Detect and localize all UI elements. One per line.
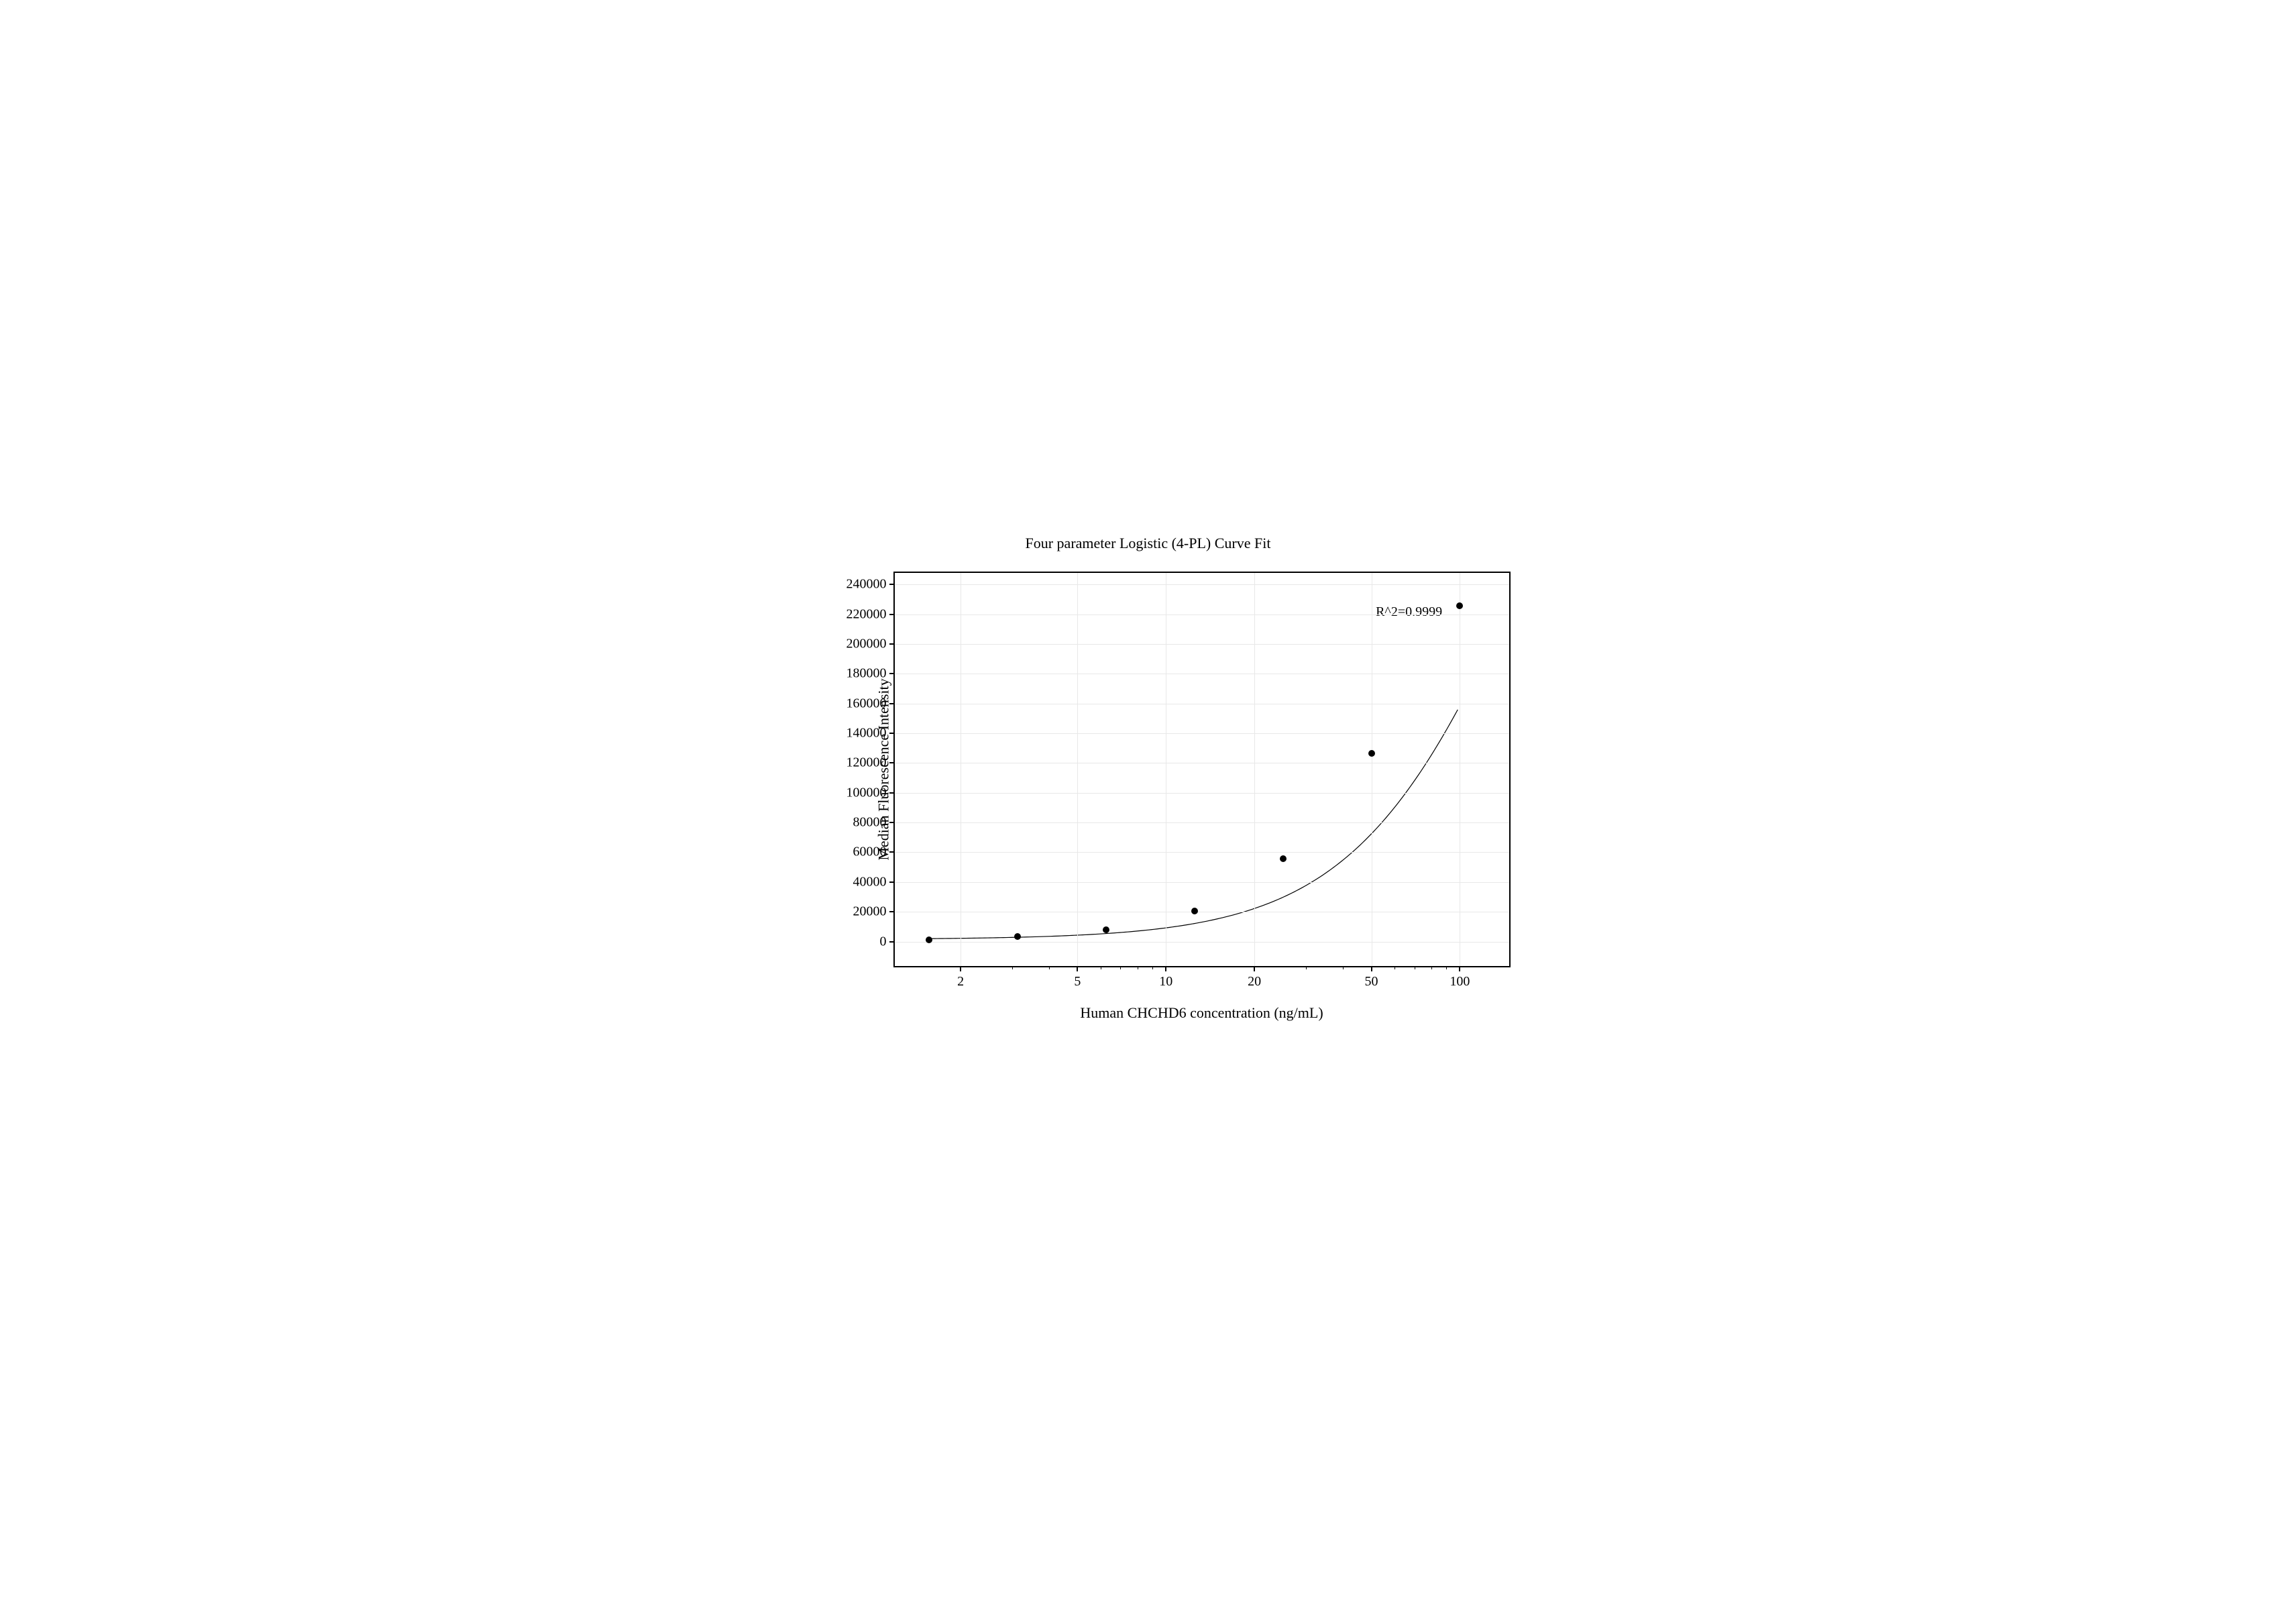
- x-tick-label: 5: [1074, 974, 1081, 990]
- y-tick: [889, 643, 895, 645]
- x-tick-minor: [1152, 966, 1153, 969]
- gridline-horizontal: [895, 882, 1509, 883]
- x-tick-minor: [1343, 966, 1344, 969]
- y-tick-label: 40000: [853, 874, 887, 890]
- gridline-horizontal: [895, 733, 1509, 734]
- y-tick: [889, 822, 895, 823]
- y-tick: [889, 792, 895, 794]
- y-tick: [889, 762, 895, 763]
- y-tick-label: 220000: [846, 606, 887, 622]
- y-tick: [889, 733, 895, 734]
- gridline-horizontal: [895, 822, 1509, 823]
- y-tick-label: 180000: [846, 666, 887, 682]
- x-tick-label: 2: [957, 974, 964, 990]
- x-tick: [1165, 966, 1166, 971]
- gridline-horizontal: [895, 614, 1509, 615]
- data-point: [1191, 908, 1198, 914]
- x-tick-label: 100: [1450, 974, 1470, 990]
- x-tick: [1459, 966, 1460, 971]
- y-tick-label: 120000: [846, 755, 887, 771]
- fit-curve: [895, 573, 1509, 966]
- chart-title: Four parameter Logistic (4-PL) Curve Fit: [746, 535, 1551, 552]
- data-point: [1368, 750, 1375, 757]
- y-tick-label: 200000: [846, 636, 887, 651]
- x-tick-label: 20: [1248, 974, 1261, 990]
- x-tick: [1077, 966, 1078, 971]
- y-tick-label: 140000: [846, 726, 887, 741]
- x-tick-minor: [1446, 966, 1447, 969]
- plot-area: R^2=0.9999 02000040000600008000010000012…: [893, 572, 1511, 967]
- x-tick-minor: [1120, 966, 1121, 969]
- gridline-horizontal: [895, 584, 1509, 585]
- y-tick: [889, 911, 895, 912]
- data-point: [1103, 926, 1109, 933]
- gridline-horizontal: [895, 793, 1509, 794]
- x-tick-minor: [1431, 966, 1432, 969]
- x-tick-label: 10: [1159, 974, 1172, 990]
- data-point: [1456, 602, 1463, 609]
- y-tick: [889, 584, 895, 585]
- data-point: [1014, 933, 1021, 940]
- data-point: [926, 937, 932, 943]
- y-tick: [889, 881, 895, 883]
- r-squared-annotation: R^2=0.9999: [1376, 604, 1442, 620]
- gridline-horizontal: [895, 852, 1509, 853]
- x-tick-minor: [1306, 966, 1307, 969]
- x-tick: [960, 966, 961, 971]
- y-tick-label: 60000: [853, 845, 887, 860]
- x-tick: [1254, 966, 1255, 971]
- chart-container: Four parameter Logistic (4-PL) Curve Fit…: [746, 521, 1551, 1083]
- gridline-horizontal: [895, 644, 1509, 645]
- x-tick-minor: [1012, 966, 1013, 969]
- y-tick-label: 160000: [846, 696, 887, 711]
- x-tick-minor: [1049, 966, 1050, 969]
- y-tick: [889, 703, 895, 704]
- gridline-horizontal: [895, 942, 1509, 943]
- y-tick: [889, 851, 895, 853]
- y-tick-label: 100000: [846, 785, 887, 800]
- y-tick: [889, 941, 895, 943]
- x-tick-label: 50: [1365, 974, 1378, 990]
- y-tick-label: 80000: [853, 815, 887, 831]
- y-tick: [889, 673, 895, 674]
- x-axis-title: Human CHCHD6 concentration (ng/mL): [893, 1004, 1511, 1022]
- y-tick-label: 240000: [846, 577, 887, 592]
- y-tick-label: 20000: [853, 904, 887, 920]
- y-tick: [889, 614, 895, 615]
- gridline-vertical: [1254, 573, 1255, 966]
- x-tick: [1371, 966, 1372, 971]
- data-point: [1280, 855, 1287, 862]
- gridline-vertical: [1077, 573, 1078, 966]
- y-tick-label: 0: [880, 934, 887, 949]
